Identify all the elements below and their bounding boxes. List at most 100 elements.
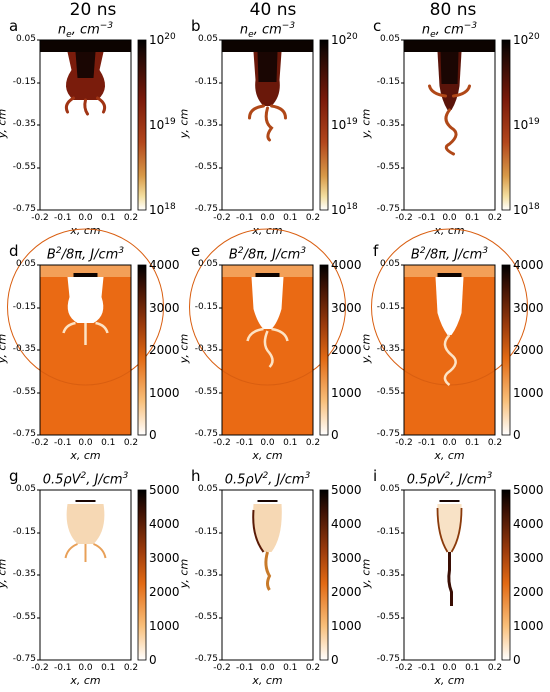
colorbar-fill xyxy=(501,264,511,436)
y-tick-label: -0.15 xyxy=(12,526,36,537)
x-tick-label: 0.0 xyxy=(78,438,93,448)
tick-exponent: 19 xyxy=(346,117,358,127)
plasma-filaments xyxy=(64,96,107,116)
tick-base: 10 xyxy=(331,118,347,132)
x-tick-label: 0.2 xyxy=(123,213,139,223)
x-axis-label: x, cm xyxy=(70,449,101,462)
y-tick-label: -0.15 xyxy=(194,301,218,312)
y-tick-label: -0.15 xyxy=(376,76,400,87)
y-tick-label: -0.15 xyxy=(376,526,400,537)
x-tick-label: 0.1 xyxy=(465,438,480,448)
colorbar-tick-label: 2000 xyxy=(513,585,544,599)
x-tick-label: 0.1 xyxy=(283,438,298,448)
x-axis-label: x, cm xyxy=(434,449,465,462)
x-tick-label: 0.1 xyxy=(101,213,116,223)
colorbar-tick-label: 1000 xyxy=(513,619,544,633)
y-tick-mark xyxy=(37,124,40,126)
colorbar-1-0 xyxy=(137,264,147,436)
flow-region xyxy=(66,504,105,544)
y-tick-mark xyxy=(219,489,222,491)
plot-area-1-1 xyxy=(189,228,346,436)
x-tick-label: -0.2 xyxy=(395,213,413,223)
x-tick-label: 0.0 xyxy=(78,213,93,223)
text-part: B xyxy=(410,247,420,263)
x-tick-label: 0.1 xyxy=(101,438,116,448)
y-tick-label: 0.05 xyxy=(197,484,218,494)
colorbar-tick-label: 2000 xyxy=(331,585,362,599)
colorbar-tick-label: 1000 xyxy=(149,619,180,633)
colorbar-tick-label: 2000 xyxy=(149,343,180,357)
y-tick-mark xyxy=(219,307,222,308)
x-tick-label: 0.0 xyxy=(78,663,93,673)
text-part: 2 xyxy=(419,246,426,256)
y-tick-label: -0.35 xyxy=(194,344,218,354)
plot-area-0-2 xyxy=(403,39,496,211)
y-tick-label: -0.35 xyxy=(376,119,400,129)
y-tick-label: -0.35 xyxy=(376,569,400,579)
colorbar-tick-label: 4000 xyxy=(331,517,362,531)
plasma-core xyxy=(440,52,459,84)
flow-jet xyxy=(447,552,453,606)
y-tick-mark xyxy=(401,307,404,308)
colorbar-fill xyxy=(501,39,511,211)
x-axis-label: x, cm xyxy=(70,674,101,687)
x-tick-label: -0.2 xyxy=(213,663,231,673)
y-tick-label: -0.55 xyxy=(194,386,218,397)
colorbar-tick-label: 1018 xyxy=(149,202,176,217)
colorbar-0-1 xyxy=(319,39,329,211)
plot-area-0-0 xyxy=(39,39,132,211)
colorbar-tick-label: 1019 xyxy=(331,117,358,132)
y-tick-label: 0.05 xyxy=(15,259,36,269)
colorbar-2-0 xyxy=(137,489,147,661)
x-tick-label: -0.1 xyxy=(53,438,72,448)
colorbar-2-1 xyxy=(319,489,329,661)
colorbar-tick-label: 1000 xyxy=(331,385,362,400)
text-part: e xyxy=(248,29,254,40)
plot-area-2-1 xyxy=(221,489,314,661)
tick-exponent: 18 xyxy=(528,202,540,212)
tick-base: 10 xyxy=(331,203,347,217)
text-part: n xyxy=(57,22,67,38)
y-tick-label: 0.05 xyxy=(379,34,400,44)
panel-letter-f: f xyxy=(373,242,379,260)
electrode-band xyxy=(404,40,495,52)
colorbar-tick-label: 2000 xyxy=(513,343,544,357)
y-tick-mark xyxy=(401,39,404,41)
x-axis-label: x, cm xyxy=(434,224,465,237)
x-tick-label: 0.2 xyxy=(487,213,503,223)
field-cavity xyxy=(67,277,104,323)
x-axis-label: x, cm xyxy=(70,224,101,237)
panel-title-1-0: B2/8π, J/cm3 xyxy=(26,246,145,262)
colorbar-tick-label: 4000 xyxy=(513,517,544,531)
text-part: −3 xyxy=(281,21,296,31)
x-tick-label: -0.2 xyxy=(213,438,231,448)
plasma-core xyxy=(257,52,278,82)
y-tick-mark xyxy=(219,392,222,393)
x-tick-label: -0.1 xyxy=(235,438,254,448)
text-part: 3 xyxy=(486,471,493,481)
y-tick-label: -0.55 xyxy=(194,611,218,622)
text-part: B xyxy=(228,247,238,263)
flow-edge xyxy=(252,509,265,553)
colorbar-tick-label: 3000 xyxy=(513,300,544,315)
x-tick-label: -0.2 xyxy=(31,663,49,673)
y-tick-label: -0.15 xyxy=(376,301,400,312)
y-tick-mark xyxy=(219,434,222,436)
plot-area-0-1 xyxy=(221,39,314,211)
colorbar-fill xyxy=(501,489,511,661)
text-part: e xyxy=(430,29,436,40)
y-tick-mark xyxy=(401,659,404,661)
text-part: 3 xyxy=(304,471,311,481)
y-tick-mark xyxy=(219,39,222,41)
text-part: 3 xyxy=(122,471,129,481)
colorbar-tick-label: 1000 xyxy=(149,385,180,400)
text-part: 3 xyxy=(300,246,307,256)
panel-title-0-1: ne, cm−3 xyxy=(208,21,327,40)
x-tick-label: -0.1 xyxy=(235,663,254,673)
shock-front xyxy=(7,228,164,386)
y-tick-mark xyxy=(219,264,222,266)
electrode-cap xyxy=(255,273,280,277)
y-tick-label: -0.75 xyxy=(194,429,218,439)
y-tick-label: -0.75 xyxy=(12,204,36,214)
text-part: −3 xyxy=(99,21,114,31)
